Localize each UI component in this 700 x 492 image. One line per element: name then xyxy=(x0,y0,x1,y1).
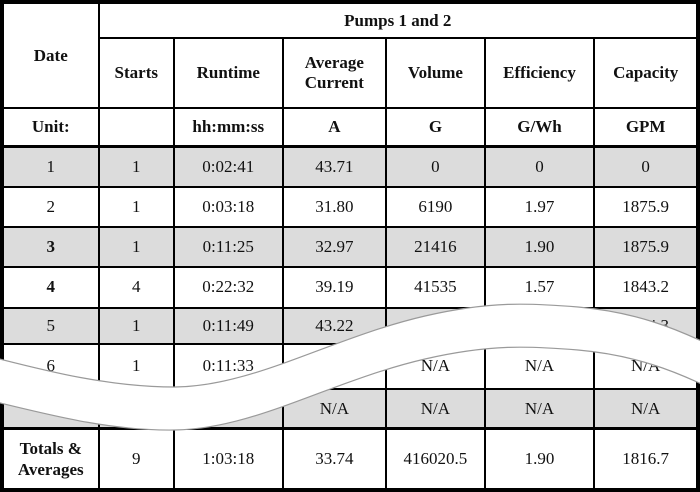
cell-efficiency: 1.97 xyxy=(483,185,596,228)
unit-label: Unit: xyxy=(1,107,100,148)
totals-capacity: 1816.7 xyxy=(593,426,699,491)
cell-date: 6 xyxy=(1,342,100,391)
table-row-day6: 6 1 0:11:33 N/A N/A N/A xyxy=(1,342,699,391)
table-row-day3: 3 1 0:11:25 32.97 21416 1.90 1875.9 xyxy=(1,225,699,269)
cell-average-current: 31.80 xyxy=(281,185,388,228)
totals-volume: 416020.5 xyxy=(385,426,486,491)
cell-capacity: N/A xyxy=(593,388,699,430)
cell-efficiency: N/A xyxy=(483,342,596,391)
cell-volume: 0 xyxy=(385,145,486,188)
cell-volume: 41535 xyxy=(385,266,486,309)
cell-volume: 6190 xyxy=(385,185,486,228)
date-header: Date xyxy=(1,0,100,110)
cell-average-current: 43.22 xyxy=(281,306,388,345)
cell-date: 3 xyxy=(1,225,100,269)
totals-average-current: 33.74 xyxy=(281,426,388,491)
unit-volume: G xyxy=(385,107,486,148)
cell-capacity: 1875.9 xyxy=(593,185,699,228)
cell-date xyxy=(1,388,100,430)
cell-starts: 1 xyxy=(97,185,175,228)
cell-starts xyxy=(97,388,175,430)
unit-runtime: hh:mm:ss xyxy=(172,107,284,148)
cell-runtime: 0:22:32 xyxy=(172,266,284,309)
cell-date: 5 xyxy=(1,306,100,345)
cell-average-current: 32.97 xyxy=(281,225,388,269)
table-row-day5: 5 1 0:11:49 43.22 1844.3 xyxy=(1,306,699,345)
table-row-day7: N/A N/A N/A N/A xyxy=(1,388,699,430)
cell-runtime: 0:03:18 xyxy=(172,185,284,228)
col-header-efficiency: Efficiency xyxy=(483,37,596,110)
cell-efficiency: 1.90 xyxy=(483,225,596,269)
col-header-volume: Volume xyxy=(385,37,486,110)
cell-efficiency xyxy=(483,306,596,345)
cell-average-current: 43.71 xyxy=(281,145,388,188)
cell-capacity: 1843.2 xyxy=(593,266,699,309)
cell-efficiency: 1.57 xyxy=(483,266,596,309)
cell-date: 2 xyxy=(1,185,100,228)
table-title: Pumps 1 and 2 xyxy=(97,0,700,40)
unit-row: Unit: hh:mm:ss A G G/Wh GPM xyxy=(1,107,699,148)
cell-capacity: N/A xyxy=(593,342,699,391)
cell-runtime xyxy=(172,388,284,430)
cell-volume: N/A xyxy=(385,342,486,391)
totals-row: Totals & Averages 9 1:03:18 33.74 416020… xyxy=(1,426,699,491)
cell-volume: N/A xyxy=(385,388,486,430)
cell-starts: 1 xyxy=(97,145,175,188)
cell-capacity: 1875.9 xyxy=(593,225,699,269)
col-header-runtime: Runtime xyxy=(172,37,284,110)
totals-efficiency: 1.90 xyxy=(483,426,596,491)
table-row-day1: 1 1 0:02:41 43.71 0 0 0 xyxy=(1,145,699,188)
cell-runtime: 0:11:25 xyxy=(172,225,284,269)
title-row: Date Pumps 1 and 2 xyxy=(1,0,700,110)
col-header-average-current: Average Current xyxy=(281,37,388,110)
unit-efficiency: G/Wh xyxy=(483,107,596,148)
cell-average-current: 39.19 xyxy=(281,266,388,309)
cell-volume xyxy=(385,306,486,345)
cell-runtime: 0:11:33 xyxy=(172,342,284,391)
cell-efficiency: N/A xyxy=(483,388,596,430)
cell-capacity: 1844.3 xyxy=(593,306,699,345)
table-row-day2: 2 1 0:03:18 31.80 6190 1.97 1875.9 xyxy=(1,185,699,228)
cell-runtime: 0:11:49 xyxy=(172,306,284,345)
unit-average-current: A xyxy=(281,107,388,148)
cell-volume: 21416 xyxy=(385,225,486,269)
cell-date: 1 xyxy=(1,145,100,188)
cell-capacity: 0 xyxy=(593,145,699,188)
cell-starts: 1 xyxy=(97,342,175,391)
totals-starts: 9 xyxy=(97,426,175,491)
cell-average-current xyxy=(281,342,388,391)
totals-runtime: 1:03:18 xyxy=(172,426,284,491)
column-header-row: Starts Runtime Average Current Volume Ef… xyxy=(2,37,699,110)
cell-starts: 1 xyxy=(97,225,175,269)
cell-runtime: 0:02:41 xyxy=(172,145,284,188)
unit-starts xyxy=(97,107,175,148)
cell-average-current: N/A xyxy=(281,388,388,430)
col-header-starts: Starts xyxy=(97,37,175,110)
cell-starts: 4 xyxy=(97,266,175,309)
col-header-capacity: Capacity xyxy=(593,37,699,110)
cell-date: 4 xyxy=(1,266,100,309)
totals-label: Totals & Averages xyxy=(1,426,100,491)
table-row-day4: 4 4 0:22:32 39.19 41535 1.57 1843.2 xyxy=(1,266,699,309)
unit-capacity: GPM xyxy=(593,107,699,148)
cell-starts: 1 xyxy=(97,306,175,345)
cell-efficiency: 0 xyxy=(483,145,596,188)
